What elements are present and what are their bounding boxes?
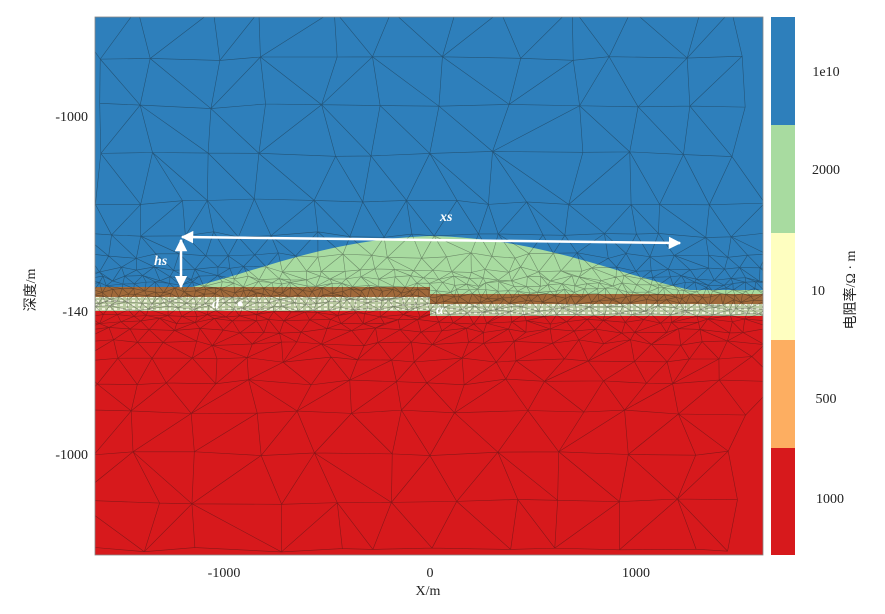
hill bbox=[95, 236, 763, 296]
colorbar-segment bbox=[771, 17, 795, 125]
x-tick-label: 0 bbox=[427, 566, 434, 581]
colorbar-segment bbox=[771, 448, 795, 555]
alpha-label: α bbox=[436, 303, 444, 318]
y-tick-label: -140 bbox=[62, 305, 88, 320]
plot-frame bbox=[94, 16, 764, 556]
layer-left-thin bbox=[95, 297, 430, 311]
y-tick-label: -1000 bbox=[55, 110, 88, 125]
colorbar bbox=[771, 17, 795, 555]
x-axis-label: X/m bbox=[416, 584, 441, 599]
layer-right bbox=[430, 294, 763, 304]
xs-label: xs bbox=[439, 210, 453, 225]
d-marker bbox=[237, 301, 243, 307]
bedrock-right bbox=[430, 316, 763, 555]
colorbar-label: 500 bbox=[816, 392, 837, 407]
colorbar-label: 1000 bbox=[816, 492, 844, 507]
hs-label: hs bbox=[154, 254, 168, 269]
y-tick-label: -1000 bbox=[55, 448, 88, 463]
colorbar-label: 1e10 bbox=[812, 65, 839, 80]
x-tick-label: 1000 bbox=[622, 566, 650, 581]
y-axis-label: 深度/m bbox=[23, 269, 39, 312]
layer-right-thin bbox=[430, 304, 763, 316]
plot-area: xs hs d α bbox=[95, 17, 763, 555]
layer-left bbox=[95, 287, 430, 297]
colorbar-segment bbox=[771, 233, 795, 340]
colorbar-title: 电阻率/Ω · m bbox=[842, 250, 859, 329]
colorbar-segment bbox=[771, 340, 795, 448]
xs-arrow bbox=[180, 230, 682, 250]
d-label: d bbox=[212, 297, 220, 312]
colorbar-label: 2000 bbox=[812, 163, 840, 178]
bedrock-left bbox=[95, 311, 430, 555]
x-tick-label: -1000 bbox=[208, 566, 241, 581]
colorbar-label: 10 bbox=[811, 284, 825, 299]
colorbar-segment bbox=[771, 125, 795, 233]
